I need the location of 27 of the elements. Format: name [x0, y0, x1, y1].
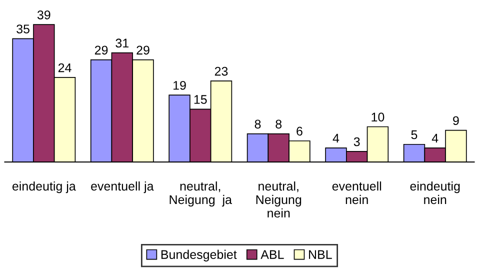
- data-label: 8: [276, 120, 282, 129]
- data-label: 29: [136, 46, 150, 55]
- x-tick-label: eventuell nein: [332, 181, 382, 204]
- data-label: 3: [354, 137, 360, 146]
- x-tick-label: eventuell ja: [91, 181, 154, 194]
- data-label: 24: [58, 63, 72, 72]
- data-label: 8: [254, 120, 261, 129]
- data-label: 6: [296, 126, 302, 136]
- data-label: 29: [94, 46, 108, 55]
- data-label: 31: [116, 38, 128, 48]
- data-label: 19: [174, 80, 186, 90]
- data-label: 4: [432, 134, 438, 143]
- legend-label: NBL: [309, 250, 332, 259]
- data-label: 35: [16, 24, 30, 34]
- data-label: 5: [411, 130, 418, 140]
- x-tick-label: eindeutig nein: [410, 181, 460, 204]
- data-label: 39: [37, 10, 50, 20]
- data-label: 23: [214, 66, 228, 76]
- data-label: 9: [453, 116, 459, 126]
- data-label: 15: [194, 95, 207, 104]
- legend-label: Bundesgebiet: [161, 250, 237, 262]
- data-label: 10: [372, 112, 384, 122]
- x-tick-label: eindeutig ja: [12, 181, 76, 194]
- x-tick-label: neutral, Neigung ja: [170, 181, 232, 207]
- x-tick-label: neutral, Neigung nein: [256, 181, 302, 218]
- data-label: 4: [332, 134, 340, 143]
- legend-label: ABL: [260, 250, 284, 259]
